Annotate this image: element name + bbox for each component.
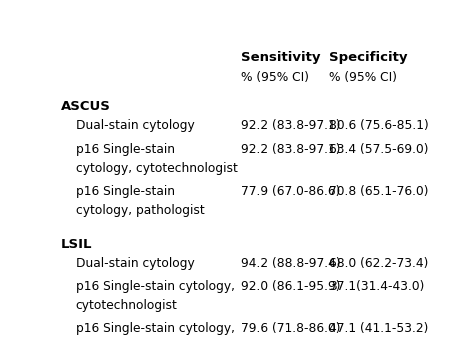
- Text: Dual-stain cytology: Dual-stain cytology: [76, 257, 194, 270]
- Text: cytology, cytotechnologist: cytology, cytotechnologist: [76, 162, 237, 175]
- Text: 80.6 (75.6-85.1): 80.6 (75.6-85.1): [329, 119, 429, 132]
- Text: 92.2 (83.8-97.1): 92.2 (83.8-97.1): [241, 143, 341, 155]
- Text: 94.2 (88.8-97.4): 94.2 (88.8-97.4): [241, 257, 341, 270]
- Text: 77.9 (67.0-86.6): 77.9 (67.0-86.6): [241, 185, 340, 198]
- Text: 79.6 (71.8-86.0): 79.6 (71.8-86.0): [241, 322, 341, 335]
- Text: 37.1(31.4-43.0): 37.1(31.4-43.0): [329, 280, 425, 293]
- Text: cytotechnologist: cytotechnologist: [76, 299, 178, 312]
- Text: p16 Single-stain: p16 Single-stain: [76, 143, 175, 155]
- Text: Specificity: Specificity: [329, 51, 408, 64]
- Text: 92.0 (86.1-95.9): 92.0 (86.1-95.9): [241, 280, 341, 293]
- Text: 63.4 (57.5-69.0): 63.4 (57.5-69.0): [329, 143, 429, 155]
- Text: p16 Single-stain cytology,: p16 Single-stain cytology,: [76, 322, 235, 335]
- Text: Dual-stain cytology: Dual-stain cytology: [76, 119, 194, 132]
- Text: p16 Single-stain: p16 Single-stain: [76, 185, 175, 198]
- Text: ASCUS: ASCUS: [61, 100, 111, 113]
- Text: cytology, pathologist: cytology, pathologist: [76, 204, 204, 217]
- Text: 47.1 (41.1-53.2): 47.1 (41.1-53.2): [329, 322, 428, 335]
- Text: p16 Single-stain cytology,: p16 Single-stain cytology,: [76, 280, 235, 293]
- Text: % (95% CI): % (95% CI): [241, 71, 309, 84]
- Text: 92.2 (83.8-97.1): 92.2 (83.8-97.1): [241, 119, 341, 132]
- Text: 70.8 (65.1-76.0): 70.8 (65.1-76.0): [329, 185, 429, 198]
- Text: LSIL: LSIL: [61, 238, 92, 251]
- Text: % (95% CI): % (95% CI): [329, 71, 397, 84]
- Text: Sensitivity: Sensitivity: [241, 51, 320, 64]
- Text: 68.0 (62.2-73.4): 68.0 (62.2-73.4): [329, 257, 428, 270]
